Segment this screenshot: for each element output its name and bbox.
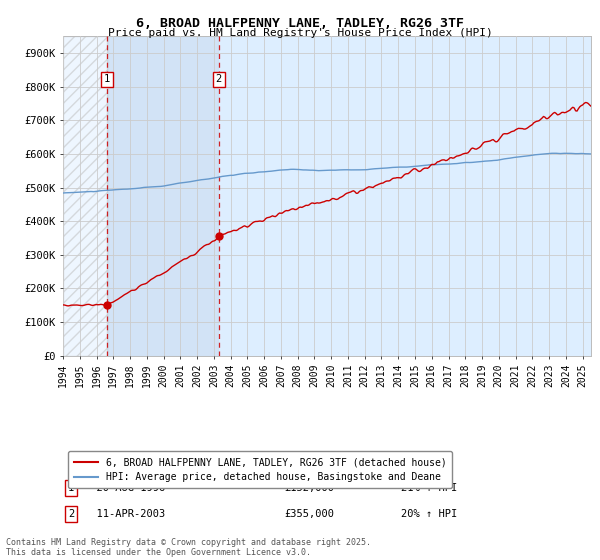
Text: 20-AUG-1996: 20-AUG-1996 — [84, 483, 166, 493]
Text: 2: 2 — [215, 74, 221, 85]
Text: 1: 1 — [68, 483, 74, 493]
Text: 1: 1 — [104, 74, 110, 85]
Text: £355,000: £355,000 — [285, 508, 335, 519]
Text: 11-APR-2003: 11-APR-2003 — [84, 508, 166, 519]
Legend: 6, BROAD HALFPENNY LANE, TADLEY, RG26 3TF (detached house), HPI: Average price, : 6, BROAD HALFPENNY LANE, TADLEY, RG26 3T… — [68, 451, 452, 488]
Text: 21% ↑ HPI: 21% ↑ HPI — [401, 483, 457, 493]
Text: £152,000: £152,000 — [285, 483, 335, 493]
Text: Price paid vs. HM Land Registry's House Price Index (HPI): Price paid vs. HM Land Registry's House … — [107, 28, 493, 38]
Text: 6, BROAD HALFPENNY LANE, TADLEY, RG26 3TF: 6, BROAD HALFPENNY LANE, TADLEY, RG26 3T… — [136, 17, 464, 30]
Text: Contains HM Land Registry data © Crown copyright and database right 2025.
This d: Contains HM Land Registry data © Crown c… — [6, 538, 371, 557]
Text: 2: 2 — [68, 508, 74, 519]
Bar — [63, 36, 107, 356]
Text: 20% ↑ HPI: 20% ↑ HPI — [401, 508, 457, 519]
